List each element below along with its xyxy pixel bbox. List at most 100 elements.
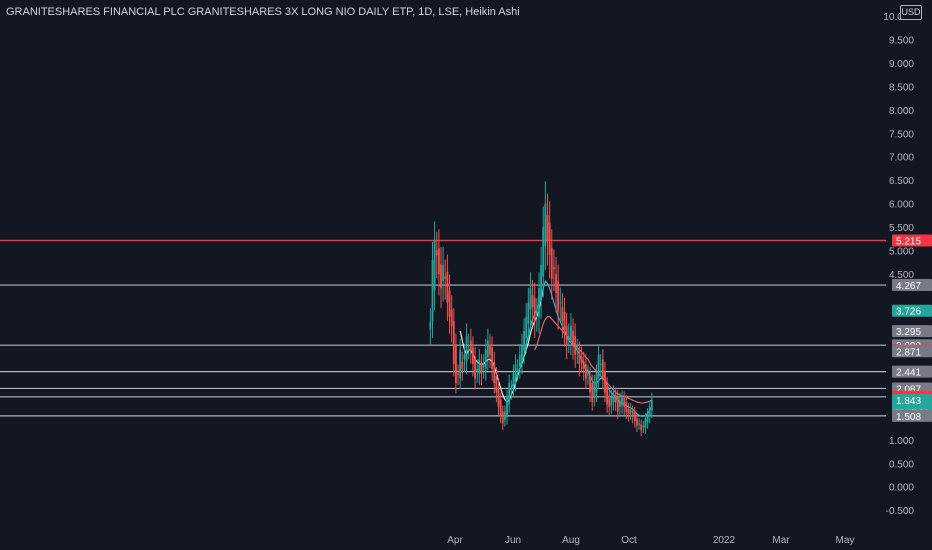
- price-label-bg: [892, 325, 932, 338]
- candle-body: [572, 330, 574, 346]
- currency-badge[interactable]: USD: [900, 5, 922, 20]
- y-tick-label: 9.500: [889, 35, 914, 46]
- x-tick-label: May: [836, 535, 855, 546]
- candle-body: [570, 326, 572, 341]
- candle-body: [531, 295, 534, 308]
- candle-body: [459, 349, 462, 379]
- y-tick-label: -0.500: [886, 506, 915, 517]
- price-axis: 10.000 9.500 9.000 8.500 8.000 7.500 7.000 6.50…: [883, 12, 914, 517]
- candle-body: [437, 248, 440, 274]
- candle-body: [446, 271, 449, 303]
- price-label-bg: [892, 304, 932, 317]
- candle-body: [544, 203, 547, 246]
- candle-body: [582, 361, 585, 369]
- candle-body: [627, 409, 630, 414]
- candle-body: [638, 423, 640, 425]
- x-tick-label: Jun: [505, 535, 521, 546]
- candle-body: [557, 281, 560, 312]
- candle-body: [476, 368, 479, 372]
- y-tick-label: 0.000: [889, 483, 914, 494]
- candle-body: [589, 375, 591, 393]
- candle-body: [567, 335, 570, 339]
- candle-body: [576, 349, 579, 351]
- x-tick-label: 2022: [713, 535, 736, 546]
- candle-body: [478, 359, 481, 374]
- candle-body: [461, 361, 464, 369]
- candle-body: [559, 302, 562, 304]
- candle-body: [606, 385, 609, 405]
- candle-body: [538, 288, 540, 317]
- candle-body: [489, 345, 491, 355]
- candle-body: [529, 288, 532, 310]
- price-label-bg: [892, 234, 932, 247]
- chart-title: GRANITESHARES FINANCIAL PLC GRANITESHARE…: [6, 6, 520, 18]
- candle-body: [469, 340, 472, 350]
- candle-body: [486, 340, 489, 357]
- candle-body: [472, 347, 474, 365]
- candle-body: [580, 357, 583, 360]
- candle-body: [495, 375, 498, 393]
- x-tick-label: Mar: [772, 535, 790, 546]
- candle-body: [455, 345, 457, 384]
- candle-body: [452, 321, 455, 365]
- candle-body: [429, 321, 432, 330]
- x-tick-label: Oct: [621, 535, 637, 546]
- candle-body: [508, 383, 511, 405]
- candle-body: [612, 392, 615, 403]
- price-labels: 5.2154.2673.7263.2952.9992.8852.8712.441…: [892, 234, 932, 423]
- candle-body: [591, 383, 594, 403]
- price-label: 1.508: [896, 412, 921, 423]
- candle-body: [548, 222, 551, 256]
- candle-body: [555, 274, 557, 293]
- candle-body: [587, 373, 589, 375]
- candle-body: [619, 399, 621, 407]
- y-tick-label: 0.500: [889, 459, 914, 470]
- candle-body: [499, 399, 502, 417]
- ma-slow-line: [534, 316, 653, 404]
- candle-body: [625, 402, 628, 412]
- candle-body: [433, 241, 436, 291]
- price-label: 4.267: [896, 281, 921, 292]
- candle-body: [633, 412, 636, 422]
- candle-body: [565, 326, 568, 346]
- candle-body: [501, 411, 504, 424]
- candle-body: [593, 383, 596, 398]
- candle-body: [525, 316, 528, 339]
- candle-body: [480, 364, 483, 374]
- candle-body: [610, 397, 613, 406]
- candle-body: [440, 264, 442, 289]
- candle-body: [442, 264, 445, 282]
- ma-white-line: [459, 288, 544, 403]
- candle-body: [533, 297, 536, 322]
- y-tick-label: 9.000: [889, 59, 914, 70]
- candle-body: [631, 411, 634, 417]
- candle-body: [644, 418, 647, 429]
- candle-body: [518, 354, 521, 367]
- candle-body: [640, 424, 643, 431]
- candle-body: [604, 371, 606, 393]
- price-label: 2.441: [896, 368, 921, 379]
- candle-body: [614, 394, 617, 403]
- candle-body: [535, 311, 538, 315]
- candle-body: [482, 364, 485, 367]
- candle-body: [514, 364, 517, 381]
- candle-body: [650, 399, 653, 411]
- horizontal-lines: [0, 239, 886, 417]
- candle-body: [450, 309, 453, 327]
- price-label-bg: [892, 409, 932, 422]
- candle-body: [546, 215, 549, 242]
- candle-body: [491, 347, 494, 369]
- candle-body: [648, 406, 651, 417]
- candle-body: [467, 345, 470, 347]
- y-tick-label: 8.000: [889, 106, 914, 117]
- candle-body: [523, 330, 525, 350]
- candle-body: [608, 398, 611, 407]
- candle-body: [636, 418, 638, 426]
- candle-body: [493, 361, 496, 384]
- candle-body: [457, 373, 459, 375]
- y-tick-label: 5.000: [889, 247, 914, 258]
- candle-body: [510, 387, 513, 391]
- price-label: 5.215: [896, 236, 921, 247]
- candle-body: [484, 349, 487, 369]
